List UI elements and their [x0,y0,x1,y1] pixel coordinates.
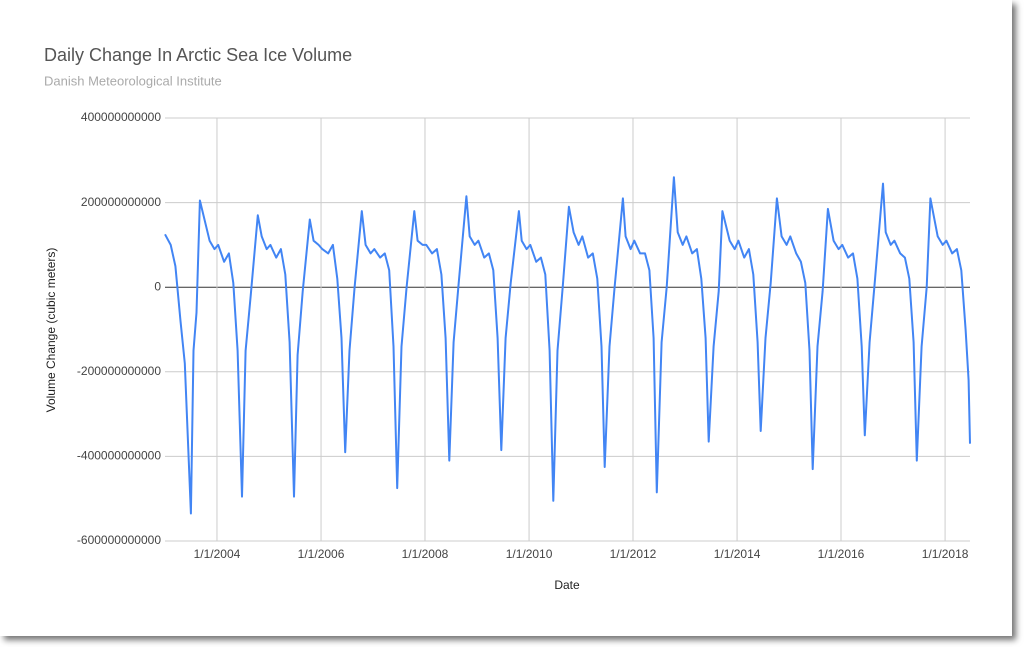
chart-subtitle: Danish Meteorological Institute [44,73,222,88]
x-tick-label: 1/1/2006 [298,547,345,561]
y-tick-label: 0 [154,279,161,293]
x-tick-label: 1/1/2004 [194,547,241,561]
x-tick-label: 1/1/2016 [818,547,865,561]
x-tick-label: 1/1/2018 [922,547,969,561]
data-line [164,176,971,515]
y-tick-label: -400000000000 [77,449,161,463]
y-tick-label: -200000000000 [77,364,161,378]
x-tick-label: 1/1/2008 [402,547,449,561]
y-axis-title: Volume Change (cubic meters) [44,248,58,413]
chart-title: Daily Change In Arctic Sea Ice Volume [44,45,352,65]
y-tick-label: 400000000000 [81,110,161,124]
y-tick-label: -600000000000 [77,533,161,547]
x-tick-label: 1/1/2014 [714,547,761,561]
x-tick-label: 1/1/2012 [610,547,657,561]
y-tick-label: 200000000000 [81,195,161,209]
chart-card [0,0,1012,636]
x-axis-title: Date [554,578,580,592]
x-tick-label: 1/1/2010 [506,547,553,561]
